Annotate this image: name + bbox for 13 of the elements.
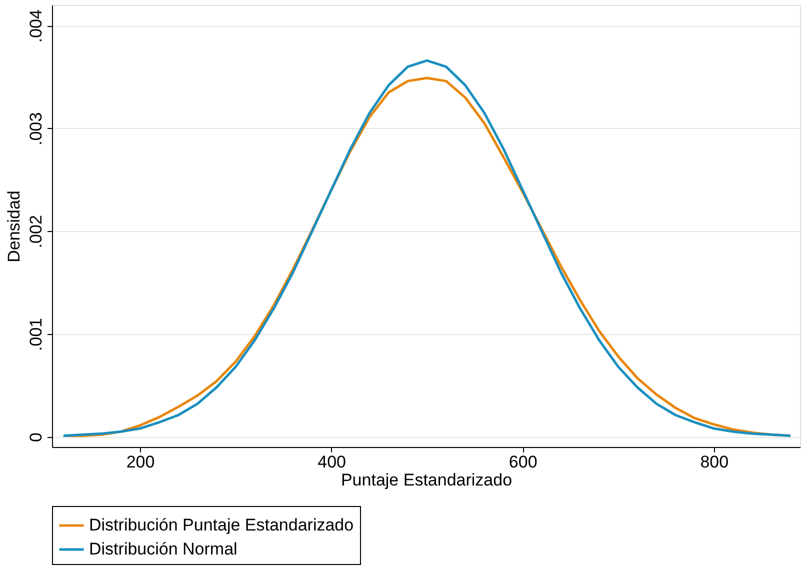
y-tick-label: .001 <box>26 318 46 351</box>
x-axis-title: Puntaje Estandarizado <box>340 470 512 490</box>
x-tick-label: 400 <box>318 452 346 472</box>
legend-label: Distribución Normal <box>89 540 238 558</box>
legend-label: Distribución Puntaje Estandarizado <box>89 516 354 534</box>
x-tick-label: 600 <box>508 452 538 472</box>
y-tick-label: 0 <box>26 432 46 442</box>
x-tick-label: 800 <box>700 452 729 472</box>
y-tick-label: .004 <box>26 10 46 43</box>
y-tick-label: .002 <box>26 215 46 248</box>
y-axis-title: Densidad <box>4 190 24 262</box>
y-tick-label: .003 <box>26 112 46 146</box>
x-tick-label: 200 <box>126 452 155 472</box>
